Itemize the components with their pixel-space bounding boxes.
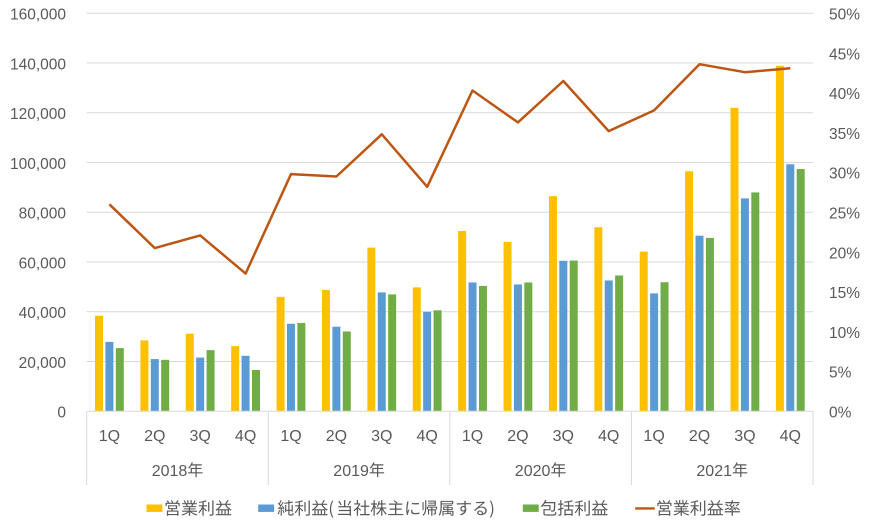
svg-text:45%: 45% xyxy=(829,46,860,63)
svg-text:25%: 25% xyxy=(829,206,860,223)
svg-text:100,000: 100,000 xyxy=(10,156,66,173)
svg-text:2Q: 2Q xyxy=(326,428,347,445)
svg-text:80,000: 80,000 xyxy=(19,206,67,223)
svg-text:3Q: 3Q xyxy=(734,428,755,445)
svg-text:4Q: 4Q xyxy=(417,428,438,445)
svg-text:0%: 0% xyxy=(829,405,852,422)
svg-text:20,000: 20,000 xyxy=(19,355,67,372)
svg-text:1Q: 1Q xyxy=(462,428,483,445)
svg-text:15%: 15% xyxy=(829,285,860,302)
svg-text:2Q: 2Q xyxy=(144,428,165,445)
svg-text:1Q: 1Q xyxy=(99,428,120,445)
svg-text:2020: 2020 xyxy=(515,463,551,480)
svg-text:20%: 20% xyxy=(829,245,860,262)
svg-text:3Q: 3Q xyxy=(371,428,392,445)
svg-text:2Q: 2Q xyxy=(507,428,528,445)
svg-text:3Q: 3Q xyxy=(190,428,211,445)
svg-text:160,000: 160,000 xyxy=(10,7,66,24)
svg-text:2019: 2019 xyxy=(333,463,369,480)
svg-text:3Q: 3Q xyxy=(553,428,574,445)
svg-text:0: 0 xyxy=(57,405,66,422)
svg-text:30%: 30% xyxy=(829,166,860,183)
svg-text:40,000: 40,000 xyxy=(19,305,67,322)
svg-text:2Q: 2Q xyxy=(689,428,710,445)
svg-text:4Q: 4Q xyxy=(780,428,801,445)
svg-text:35%: 35% xyxy=(829,126,860,143)
svg-text:50%: 50% xyxy=(829,7,860,24)
svg-text:10%: 10% xyxy=(829,325,860,342)
svg-text:4Q: 4Q xyxy=(598,428,619,445)
svg-text:1Q: 1Q xyxy=(643,428,664,445)
svg-text:5%: 5% xyxy=(829,365,852,382)
svg-text:2018: 2018 xyxy=(152,463,188,480)
svg-text:120,000: 120,000 xyxy=(10,106,66,123)
svg-text:40%: 40% xyxy=(829,86,860,103)
svg-text:60,000: 60,000 xyxy=(19,255,67,272)
svg-text:140,000: 140,000 xyxy=(10,56,66,73)
svg-text:1Q: 1Q xyxy=(280,428,301,445)
svg-text:4Q: 4Q xyxy=(235,428,256,445)
svg-text:2021: 2021 xyxy=(696,463,732,480)
